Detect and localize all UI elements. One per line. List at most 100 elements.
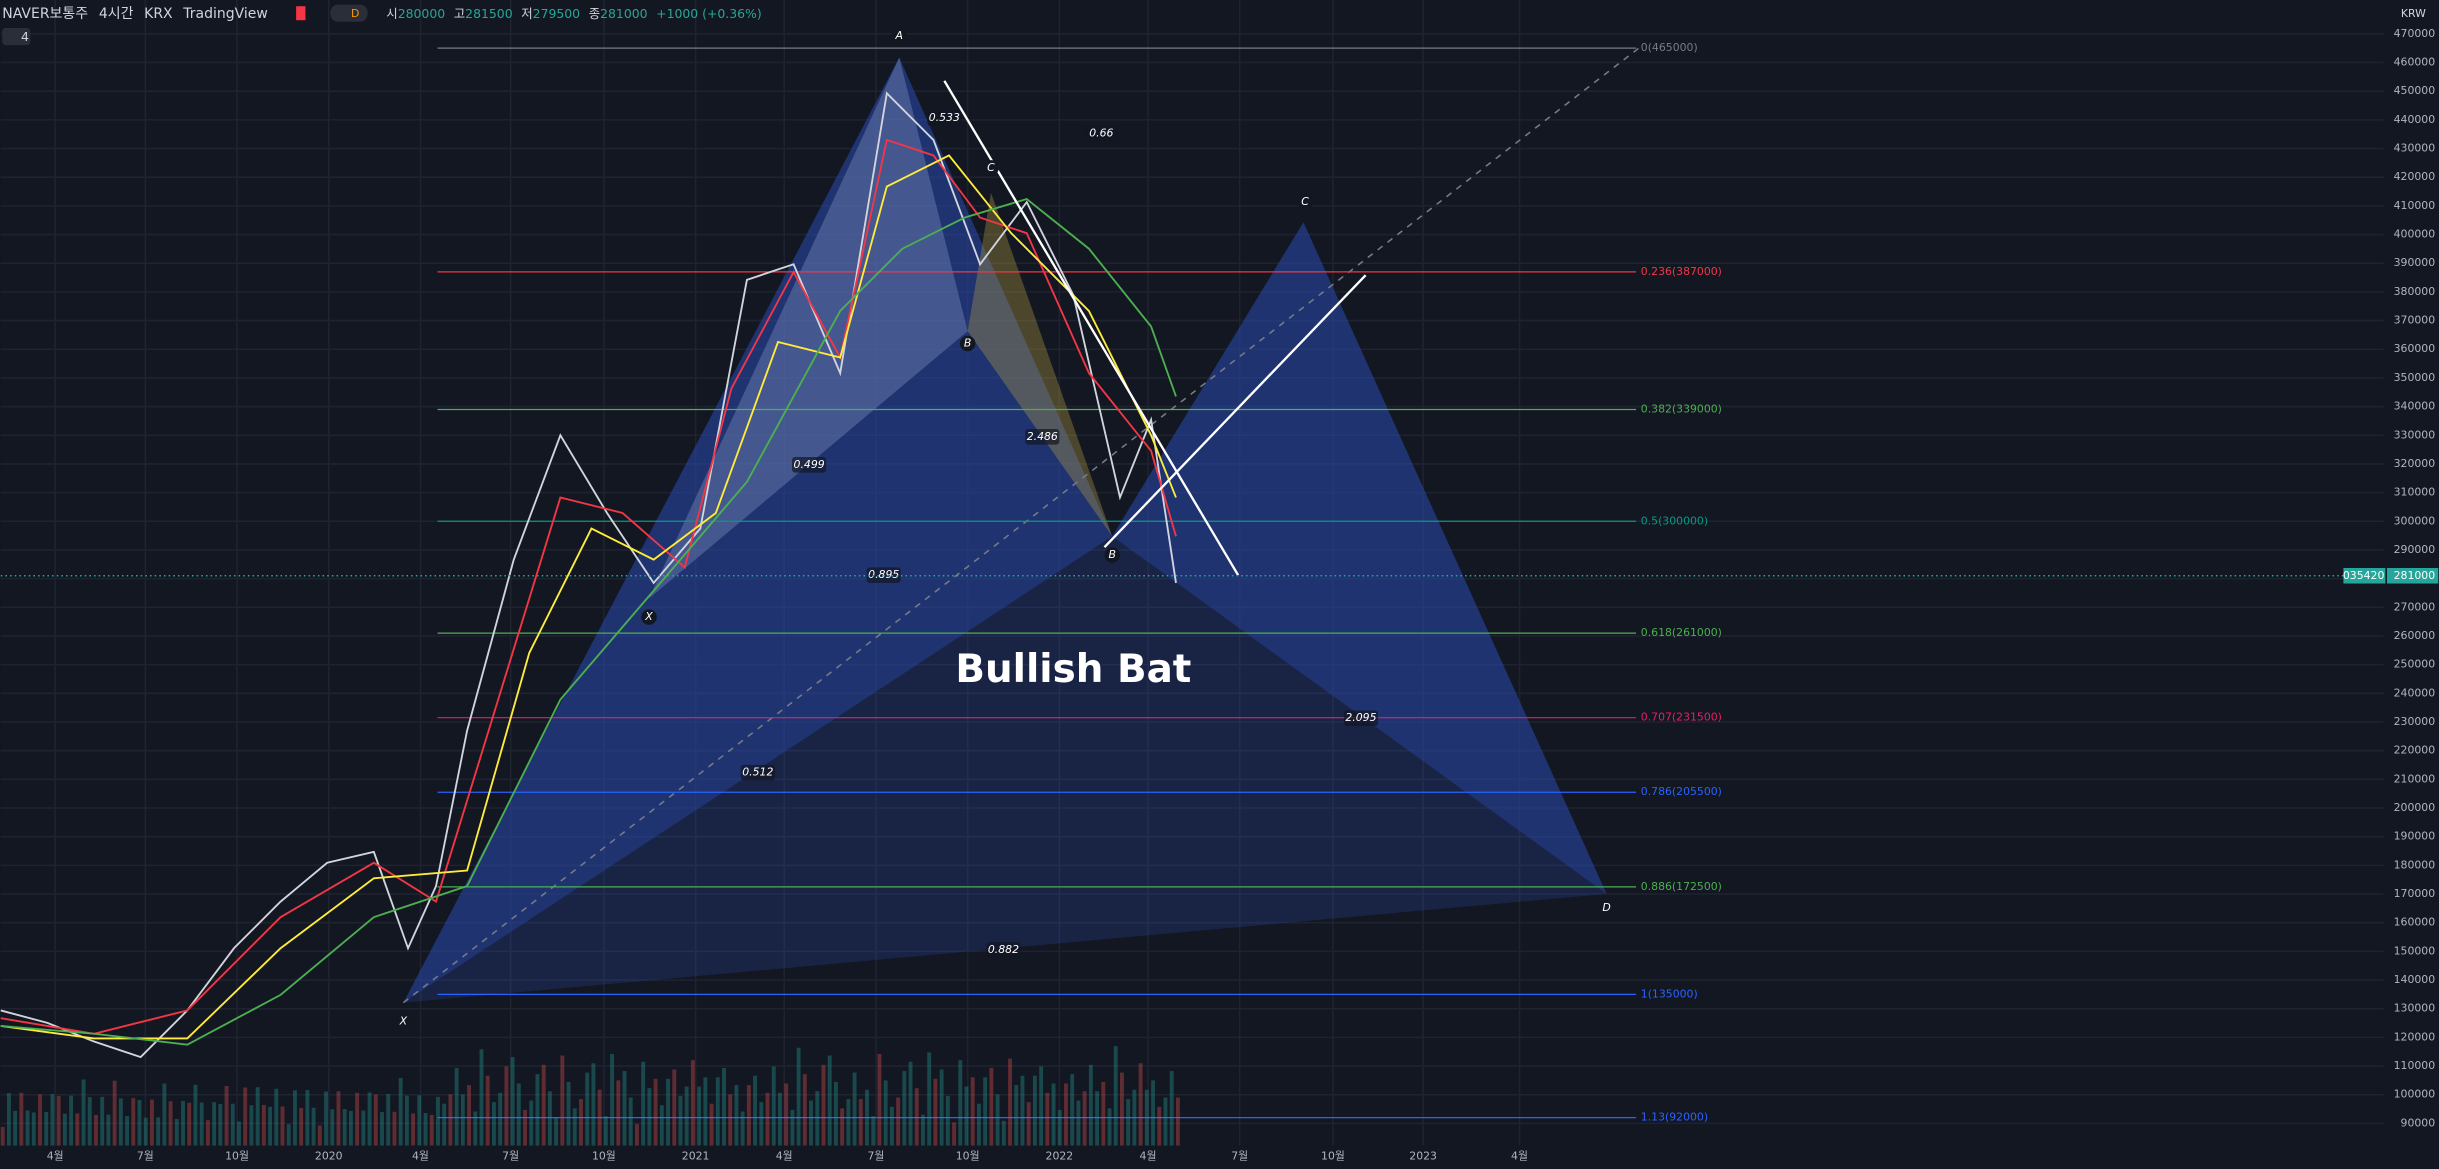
ratio-badge [986,942,1021,958]
volume-bar [877,1053,882,1146]
volume-bar [62,1113,67,1146]
price-tick-label: 90000 [2401,1116,2436,1129]
high-label: 고 [454,5,465,20]
price-tick-label: 200000 [2394,801,2436,814]
price-tick-label: 190000 [2394,830,2436,843]
volume-bar [1026,1102,1031,1146]
point-label: X [399,1014,408,1027]
point-badge [1104,547,1121,563]
ma-green [0,197,1177,1046]
volume-bar [945,1095,950,1146]
volume-bar [535,1074,540,1146]
price-tick-label: 420000 [2394,170,2436,183]
time-tick-label: 10월 [225,1150,249,1163]
volume-bar [261,1104,266,1146]
low-label: 저 [521,5,532,20]
style-pill[interactable] [330,4,368,22]
volume-bar [1045,1092,1050,1146]
volume-bar [361,1110,366,1146]
volume-bar [504,1066,509,1146]
volume-bar [311,1107,316,1146]
small-pattern-bcd [967,192,1113,537]
fib-label: 0.707(231500) [1641,711,1722,724]
volume-bar [802,1074,807,1146]
volume-bar [193,1084,198,1146]
point-label: B [964,337,971,350]
volume-bar [516,1083,521,1146]
volume-bar [1113,1046,1118,1146]
platform: TradingView [182,6,267,22]
volume-bar [467,1085,471,1146]
flag-icon[interactable] [296,6,306,21]
time-tick-label: 4월 [1511,1150,1528,1163]
price-tick-label: 110000 [2394,1059,2436,1072]
last-price: 281000 [2394,569,2436,582]
volume-bar [833,1081,838,1146]
volume-bar [56,1095,61,1146]
volume-bar [342,1108,347,1146]
time-tick-label: 4월 [1140,1150,1157,1163]
volume-bar [790,1109,795,1146]
symbol-tag: 035420 [2343,569,2385,582]
point-label: X [644,610,653,623]
volume-bar [25,1110,30,1146]
volume-bar [436,1096,440,1146]
volume-bar [75,1113,80,1146]
volume-bar [883,1080,888,1146]
point-label: B [1109,548,1116,561]
volume-bar [610,1053,615,1146]
volume-bar [523,1109,527,1146]
volume-bar [118,1098,123,1146]
volume-bar [286,1124,291,1146]
volume-bar [1151,1080,1155,1146]
price-tick-label: 240000 [2394,686,2436,699]
volume-bar [1014,1085,1019,1146]
volume-bar [771,1066,776,1146]
fib-label: 0.886(172500) [1641,880,1722,893]
ratio-label: 0.895 [868,568,899,581]
volume-bar [827,1055,832,1146]
volume-bar [840,1108,845,1146]
symbol-tag-bg [2343,567,2386,584]
price-tick-label: 400000 [2394,228,2436,241]
volume-bar [100,1096,105,1146]
currency[interactable]: KRW [2401,7,2426,20]
volume-bar [585,1072,590,1146]
volume-bar [1008,1058,1012,1146]
volume-bar [168,1101,173,1146]
indicator-toggle[interactable] [2,27,31,46]
point-badge [1297,194,1313,210]
volume-bar [386,1094,391,1146]
price-tick-label: 270000 [2394,600,2436,613]
volume-bar [933,1078,938,1146]
volume-bar [131,1098,136,1146]
price-tick-label: 360000 [2394,342,2436,355]
point-badge [959,335,976,352]
volume-bar [1107,1108,1112,1146]
volume-bar [423,1113,428,1146]
volume-bar [367,1092,372,1146]
volume-bar [976,1103,981,1146]
ohlc: 시280000 고281500 저279500 종281000 +1000 (+… [386,5,761,20]
volume-bar [125,1116,130,1146]
volume-bar [255,1087,260,1146]
volume-bar [249,1105,254,1146]
volume-bar [659,1105,664,1146]
point-label: A [895,29,903,42]
volume-bar [983,1077,988,1146]
volume-bar [1088,1064,1093,1146]
volume-bar [784,1083,789,1146]
volume-bar [181,1100,185,1146]
volume-bar [1169,1071,1174,1146]
volume-bar [753,1075,758,1146]
volume-bar [728,1094,733,1146]
price-tick-label: 210000 [2394,772,2436,785]
volume-bar [1138,1063,1143,1146]
volume-bar [473,1111,478,1146]
symbol: NAVER보통주 [2,6,88,22]
volume-bar [1095,1091,1100,1146]
volume-bar [653,1078,658,1146]
volume-bar [19,1092,24,1146]
high: 281500 [465,5,513,20]
